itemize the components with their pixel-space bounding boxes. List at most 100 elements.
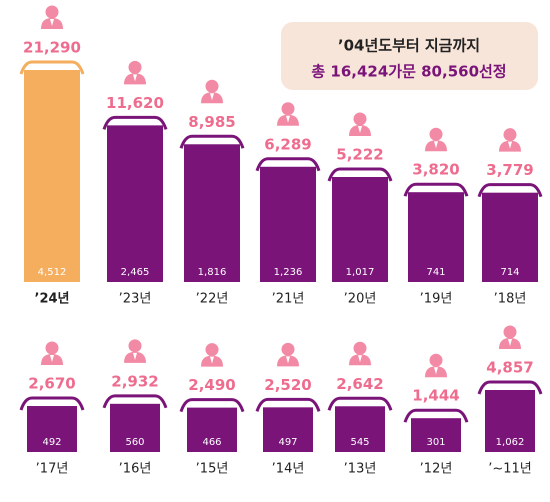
bar bbox=[184, 144, 240, 282]
inner-value-label: 1,062 bbox=[496, 437, 525, 448]
value-label: 3,820 bbox=[412, 161, 459, 179]
inner-value-label: 497 bbox=[278, 437, 297, 448]
bar bbox=[408, 192, 464, 282]
value-label: 6,289 bbox=[264, 135, 311, 153]
value-label: 5,222 bbox=[336, 146, 383, 164]
bar-roof bbox=[19, 396, 85, 411]
inner-value-label: 1,816 bbox=[198, 267, 227, 278]
bar bbox=[107, 125, 163, 282]
value-label: 2,932 bbox=[111, 372, 158, 390]
x-tick-label: ’~11년 bbox=[488, 462, 532, 477]
bar-roof bbox=[179, 398, 245, 413]
x-tick-label: ’12년 bbox=[420, 462, 453, 477]
person-head bbox=[429, 127, 443, 141]
person-tie bbox=[133, 74, 137, 82]
person-head bbox=[128, 339, 142, 353]
person-head bbox=[503, 128, 517, 142]
person-head bbox=[281, 102, 295, 116]
bar-roof bbox=[327, 167, 393, 182]
person-head bbox=[205, 79, 219, 93]
value-label: 4,857 bbox=[486, 359, 533, 377]
person-tie bbox=[210, 356, 214, 364]
bar-roof bbox=[179, 134, 245, 149]
title-box bbox=[281, 22, 538, 90]
inner-value-label: 560 bbox=[125, 437, 144, 448]
x-tick-label: ’13년 bbox=[344, 462, 377, 477]
value-label: 2,490 bbox=[188, 376, 235, 394]
person-tie bbox=[133, 352, 137, 360]
person-tie bbox=[434, 141, 438, 149]
bar-roof bbox=[403, 182, 469, 197]
x-tick-label: ’22년 bbox=[196, 292, 229, 307]
bar bbox=[335, 406, 385, 452]
x-tick-label: ’20년 bbox=[344, 292, 377, 307]
x-tick-label: ’14년 bbox=[272, 462, 305, 477]
value-label: 3,779 bbox=[486, 161, 533, 179]
bar-roof bbox=[102, 394, 168, 409]
person-tie bbox=[358, 126, 362, 134]
person-head bbox=[45, 341, 59, 355]
person-tie bbox=[50, 355, 54, 363]
bar-roof bbox=[327, 396, 393, 411]
value-label: 1,444 bbox=[412, 387, 459, 405]
x-tick-label: ’23년 bbox=[119, 292, 152, 307]
person-head bbox=[281, 342, 295, 356]
person-tie bbox=[286, 115, 290, 123]
bar bbox=[187, 407, 237, 452]
bar bbox=[332, 177, 388, 282]
person-head bbox=[353, 112, 367, 126]
bar-roof bbox=[19, 60, 85, 75]
value-label: 11,620 bbox=[106, 94, 164, 112]
inner-value-label: 466 bbox=[202, 437, 221, 448]
value-label: 2,520 bbox=[264, 376, 311, 394]
person-tie bbox=[434, 367, 438, 375]
bar-roof bbox=[403, 408, 469, 423]
value-label: 8,985 bbox=[188, 113, 235, 131]
bar-roof bbox=[255, 397, 321, 412]
chart-subtitle: 총 16,424가문 80,560선정 bbox=[311, 63, 506, 81]
value-label: 2,670 bbox=[28, 375, 75, 393]
bar bbox=[411, 418, 461, 452]
bar-roof bbox=[477, 183, 543, 198]
person-head bbox=[503, 325, 517, 339]
x-tick-label: ’17년 bbox=[36, 462, 69, 477]
inner-value-label: 4,512 bbox=[38, 267, 67, 278]
bar bbox=[485, 390, 535, 452]
bar-roof bbox=[102, 115, 168, 130]
inner-value-label: 741 bbox=[426, 267, 445, 278]
person-tie bbox=[50, 19, 54, 26]
person-head bbox=[429, 353, 443, 367]
x-tick-label: ’15년 bbox=[196, 462, 229, 477]
person-tie bbox=[286, 356, 290, 364]
person-head bbox=[128, 60, 142, 74]
value-label: 21,290 bbox=[23, 39, 81, 57]
bar-roof bbox=[477, 380, 543, 395]
inner-value-label: 2,465 bbox=[121, 267, 150, 278]
value-label: 2,642 bbox=[336, 375, 383, 393]
inner-value-label: 714 bbox=[500, 267, 519, 278]
x-tick-label: ’18년 bbox=[494, 292, 527, 307]
x-tick-label: ’21년 bbox=[272, 292, 305, 307]
bar bbox=[482, 192, 538, 282]
x-tick-label: ’16년 bbox=[119, 462, 152, 477]
inner-value-label: 492 bbox=[42, 437, 61, 448]
inner-value-label: 1,017 bbox=[346, 267, 375, 278]
inner-value-label: 301 bbox=[426, 437, 445, 448]
person-head bbox=[205, 343, 219, 357]
inner-value-label: 1,236 bbox=[274, 267, 303, 278]
person-tie bbox=[508, 339, 512, 346]
bar bbox=[260, 166, 316, 282]
person-head bbox=[45, 5, 59, 19]
bar bbox=[24, 70, 80, 282]
bar bbox=[110, 403, 160, 452]
inner-value-label: 545 bbox=[350, 437, 369, 448]
person-tie bbox=[358, 355, 362, 363]
chart-title: ’04년도부터 지금까지 bbox=[338, 37, 480, 55]
person-head bbox=[353, 341, 367, 355]
bar bbox=[27, 406, 77, 452]
x-tick-label: ’24년 bbox=[35, 292, 70, 307]
person-tie bbox=[508, 141, 512, 149]
bar bbox=[263, 407, 313, 452]
x-tick-label: ’19년 bbox=[420, 292, 453, 307]
